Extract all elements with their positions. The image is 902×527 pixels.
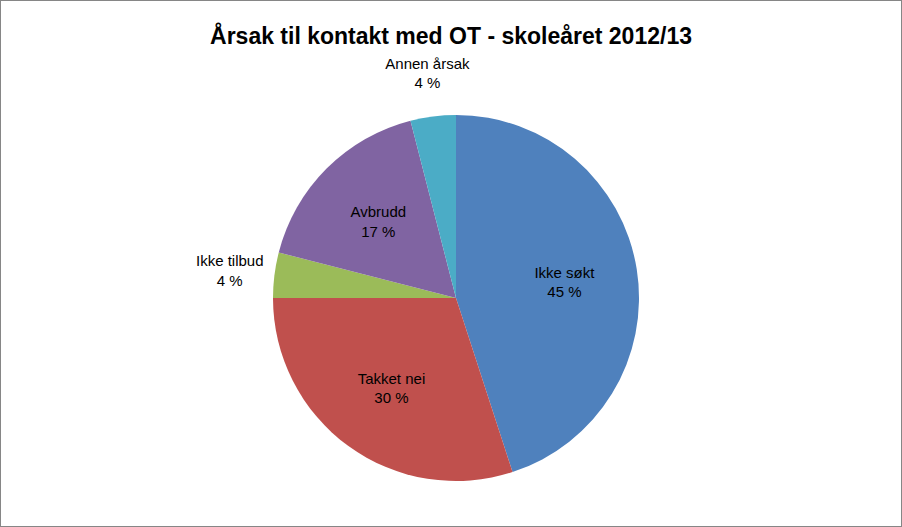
svg-text:Annen årsak4 %: Annen årsak4 %	[385, 55, 470, 92]
svg-text:Ikke søkt45 %: Ikke søkt45 %	[534, 264, 595, 301]
svg-text:Avbrudd17 %: Avbrudd17 %	[351, 203, 407, 240]
html-text:Årsak til kontakt med OT - sko: Årsak til kontakt med OT - skoleåret 201…	[210, 23, 692, 49]
svg-text:Takket nei30 %: Takket nei30 %	[358, 370, 426, 407]
svg-text:Ikke tilbud4 %: Ikke tilbud4 %	[196, 252, 264, 289]
